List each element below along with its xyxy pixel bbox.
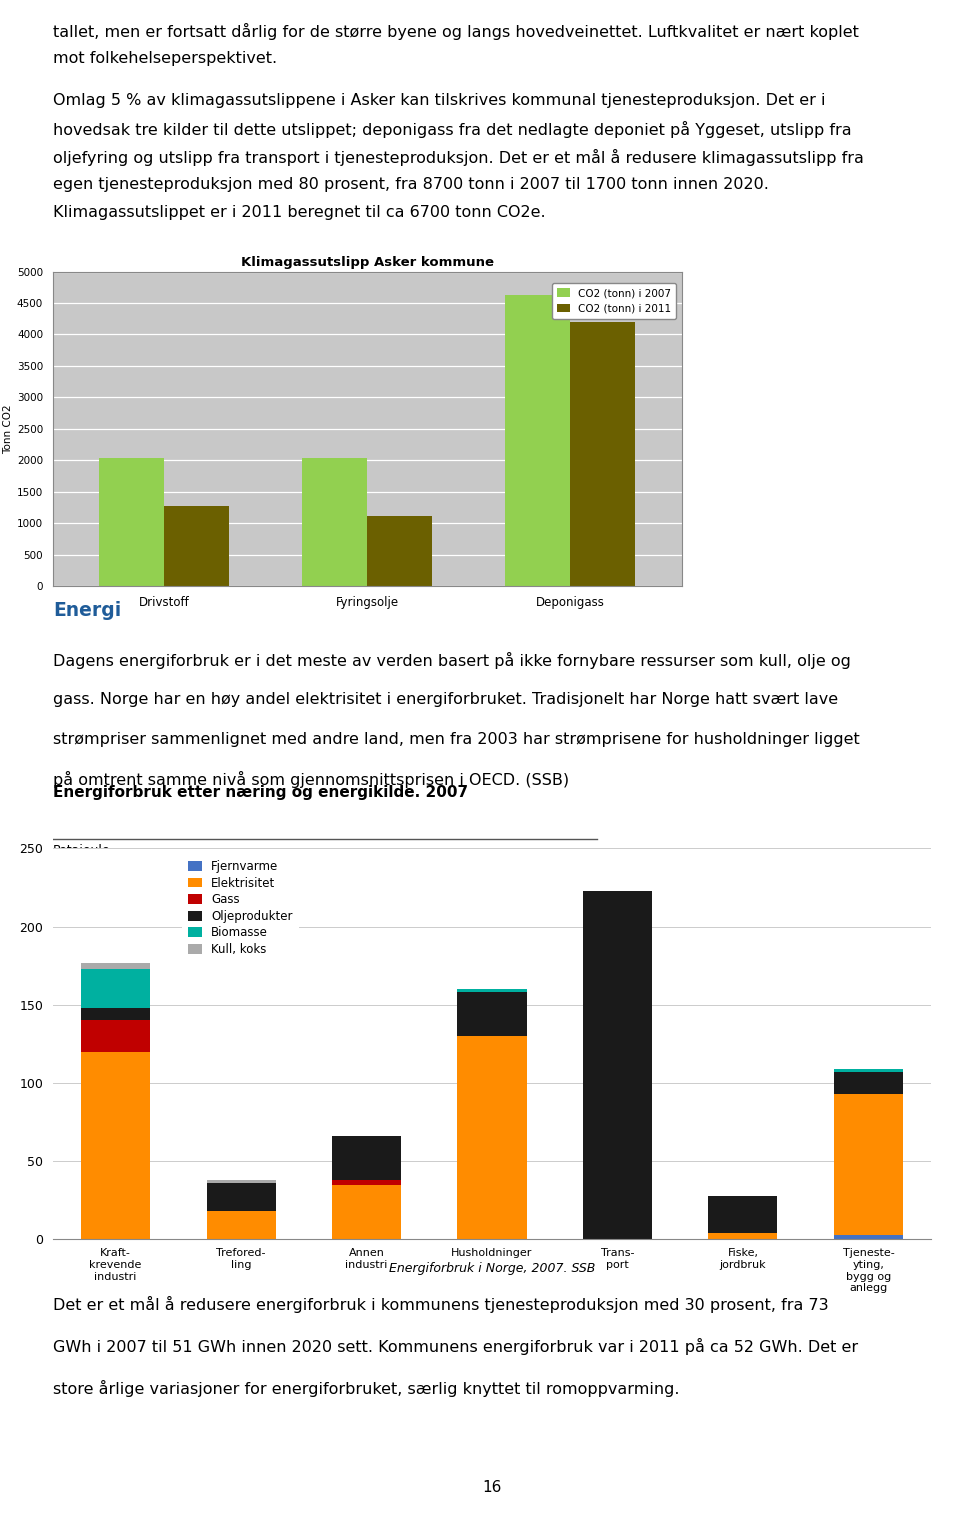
Text: Energiforbruk i Norge, 2007. SSB: Energiforbruk i Norge, 2007. SSB [389,1262,595,1275]
Text: Energi: Energi [53,601,121,620]
Text: Omlag 5 % av klimagassutslippene i Asker kan tilskrives kommunal tjenesteproduks: Omlag 5 % av klimagassutslippene i Asker… [53,94,826,107]
Bar [81,969,150,1008]
Bar [302,459,368,586]
Bar [206,1212,276,1239]
Text: strømpriser sammenlignet med andre land, men fra 2003 har strømprisene for husho: strømpriser sammenlignet med andre land,… [53,732,859,747]
Bar [368,515,432,586]
Bar [834,1069,903,1072]
Text: 16: 16 [482,1480,502,1496]
Text: Klimagassutslippet er i 2011 beregnet til ca 6700 tonn CO2e.: Klimagassutslippet er i 2011 beregnet ti… [53,206,545,219]
Legend: Fjernvarme, Elektrisitet, Gass, Oljeprodukter, Biomasse, Kull, koks: Fjernvarme, Elektrisitet, Gass, Oljeprod… [181,854,299,962]
Text: GWh i 2007 til 51 GWh innen 2020 sett. Kommunens energiforbruk var i 2011 på ca : GWh i 2007 til 51 GWh innen 2020 sett. K… [53,1338,858,1355]
Bar [206,1180,276,1183]
Bar [164,506,229,586]
Text: mot folkehelseperspektivet.: mot folkehelseperspektivet. [53,51,276,66]
Bar [570,322,635,586]
Bar [332,1137,401,1180]
Text: store årlige variasjoner for energiforbruket, særlig knyttet til romoppvarming.: store årlige variasjoner for energiforbr… [53,1379,680,1396]
Bar [708,1195,778,1233]
Bar [834,1235,903,1239]
Text: gass. Norge har en høy andel elektrisitet i energiforbruket. Tradisjonelt har No: gass. Norge har en høy andel elektrisite… [53,692,838,707]
Bar [81,1020,150,1052]
Bar [81,962,150,969]
Legend: CO2 (tonn) i 2007, CO2 (tonn) i 2011: CO2 (tonn) i 2007, CO2 (tonn) i 2011 [552,282,677,319]
Text: Dagens energiforbruk er i det meste av verden basert på ikke fornybare ressurser: Dagens energiforbruk er i det meste av v… [53,652,851,669]
Bar [332,1184,401,1239]
Bar [708,1233,778,1239]
Bar [583,891,652,1239]
Text: Petajoule: Petajoule [53,844,110,856]
Title: Klimagassutslipp Asker kommune: Klimagassutslipp Asker kommune [241,256,493,268]
Text: hovedsak tre kilder til dette utslippet; deponigass fra det nedlagte deponiet på: hovedsak tre kilder til dette utslippet;… [53,121,852,138]
Text: oljefyring og utslipp fra transport i tjenesteproduksjon. Det er et mål å reduse: oljefyring og utslipp fra transport i tj… [53,149,864,166]
Bar [332,1180,401,1184]
Bar [100,459,164,586]
Bar [458,992,526,1035]
Text: Energiforbruk etter næring og energikilde. 2007: Energiforbruk etter næring og energikild… [53,785,468,801]
Y-axis label: Tonn CO2: Tonn CO2 [3,403,12,454]
Text: på omtrent samme nivå som gjennomsnittsprisen i OECD. (SSB): på omtrent samme nivå som gjennomsnittsp… [53,772,569,788]
Text: Det er et mål å redusere energiforbruk i kommunens tjenesteproduksjon med 30 pro: Det er et mål å redusere energiforbruk i… [53,1296,828,1313]
Text: tallet, men er fortsatt dårlig for de større byene og langs hovedveinettet. Luft: tallet, men er fortsatt dårlig for de st… [53,23,858,40]
Text: egen tjenesteproduksjon med 80 prosent, fra 8700 tonn i 2007 til 1700 tonn innen: egen tjenesteproduksjon med 80 prosent, … [53,176,769,192]
Bar [206,1183,276,1212]
Bar [834,1072,903,1094]
Bar [81,1008,150,1020]
Bar [505,296,570,586]
Bar [834,1094,903,1235]
Bar [458,1035,526,1239]
Bar [458,989,526,992]
Bar [81,1052,150,1239]
